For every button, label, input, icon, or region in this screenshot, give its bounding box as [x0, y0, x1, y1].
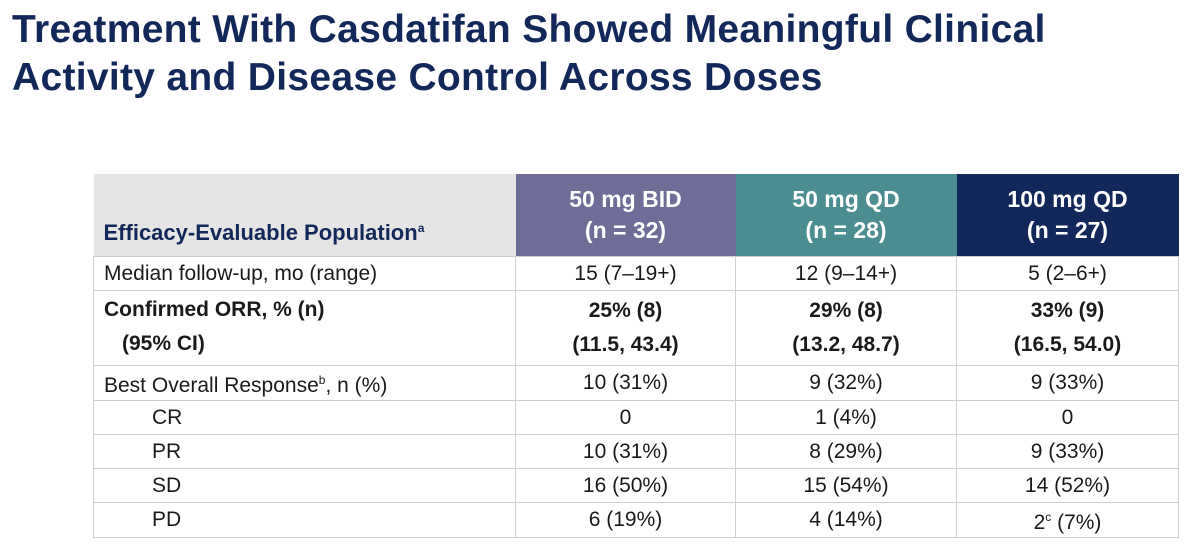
row-label: Best Overall Responseb, n (%): [93, 365, 516, 401]
row-label: Median follow-up, mo (range): [93, 256, 516, 291]
table-cell: 5 (2–6+): [956, 256, 1179, 291]
table-cell: 15 (7–19+): [515, 256, 736, 291]
table-row-pd: PD 6 (19%) 4 (14%) 2c (7%): [93, 502, 1179, 538]
table-cell: 1 (4%): [735, 400, 957, 435]
col-header-50mg-qd: 50 mg QD (n = 28): [735, 174, 957, 257]
table-cell: 33% (9) (16.5, 54.0): [956, 290, 1179, 366]
title-line-1: Treatment With Casdatifan Showed Meaning…: [12, 8, 1046, 51]
table-cell: 10 (31%): [515, 434, 736, 469]
col-header-100mg-qd: 100 mg QD (n = 27): [956, 174, 1179, 257]
table-row-cr: CR 0 1 (4%) 0: [93, 400, 1179, 435]
table-cell: 6 (19%): [515, 502, 736, 538]
table-row-followup: Median follow-up, mo (range) 15 (7–19+) …: [93, 256, 1179, 291]
header-row: Efficacy-Evaluable Populationa 50 mg BID…: [93, 174, 1179, 257]
table-cell: 9 (33%): [956, 434, 1179, 469]
table-cell: 10 (31%): [515, 365, 736, 401]
row-label: CR: [93, 400, 516, 435]
table-row-sd: SD 16 (50%) 15 (54%) 14 (52%): [93, 468, 1179, 503]
row-label: SD: [93, 468, 516, 503]
table-row-pr: PR 10 (31%) 8 (29%) 9 (33%): [93, 434, 1179, 469]
efficacy-table: Efficacy-Evaluable Populationa 50 mg BID…: [93, 174, 1179, 538]
table-cell: 14 (52%): [956, 468, 1179, 503]
table-cell: 4 (14%): [735, 502, 957, 538]
table-cell: 12 (9–14+): [735, 256, 957, 291]
slide-title: Treatment With Casdatifan Showed Meaning…: [12, 6, 1046, 102]
table-cell: 8 (29%): [735, 434, 957, 469]
table-cell: 9 (33%): [956, 365, 1179, 401]
table-row-orr: Confirmed ORR, % (n) (95% CI) 25% (8) (11.…: [93, 290, 1179, 366]
table-cell: 29% (8) (13.2, 48.7): [735, 290, 957, 366]
title-line-2: Activity and Disease Control Across Dose…: [12, 56, 823, 99]
col-header-50mg-bid: 50 mg BID (n = 32): [515, 174, 736, 257]
row-label: Confirmed ORR, % (n) (95% CI): [93, 290, 516, 366]
table-row-bor: Best Overall Responseb, n (%) 10 (31%) 9…: [93, 365, 1179, 401]
row-label: PD: [93, 502, 516, 538]
population-header: Efficacy-Evaluable Populationa: [93, 174, 516, 257]
table-cell: 2c (7%): [956, 502, 1179, 538]
table-cell: 0: [515, 400, 736, 435]
table-cell: 16 (50%): [515, 468, 736, 503]
table-cell: 0: [956, 400, 1179, 435]
row-label: PR: [93, 434, 516, 469]
table-cell: 25% (8) (11.5, 43.4): [515, 290, 736, 366]
table-cell: 15 (54%): [735, 468, 957, 503]
table-cell: 9 (32%): [735, 365, 957, 401]
